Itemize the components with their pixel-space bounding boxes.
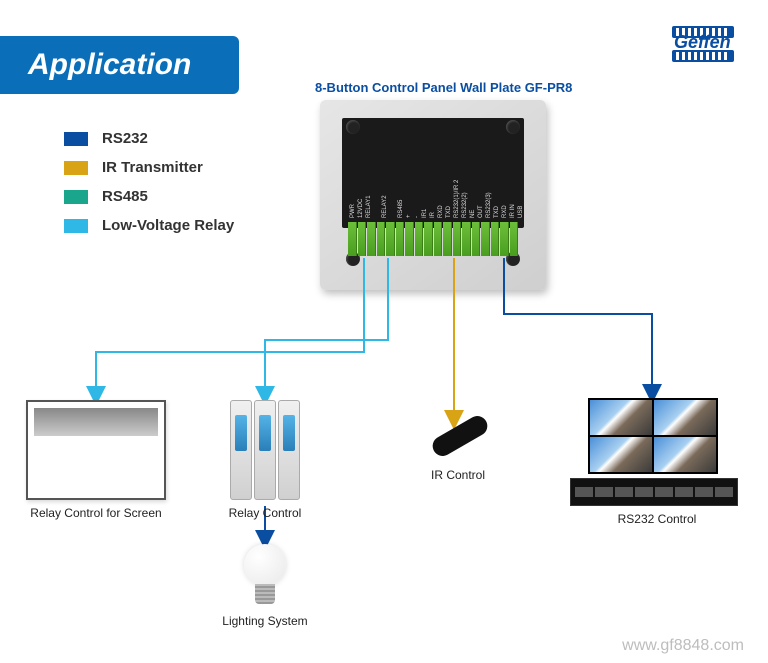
legend: RS232 IR Transmitter RS485 Low-Voltage R… <box>64 130 234 246</box>
circuit-breaker-icon <box>230 400 300 500</box>
header-title: Application <box>0 36 239 94</box>
product-title: 8-Button Control Panel Wall Plate GF-PR8 <box>315 80 572 95</box>
screw-icon <box>506 120 520 134</box>
brand-name: Geffen <box>674 32 731 52</box>
video-wall-icon <box>588 398 718 474</box>
rack-device-icon <box>570 478 738 506</box>
legend-label: IR Transmitter <box>102 159 203 176</box>
device-label: IR Control <box>408 468 508 482</box>
lightbulb-icon <box>244 544 286 608</box>
terminal-strip <box>348 222 518 256</box>
device-label: Relay Control for Screen <box>20 506 172 520</box>
legend-swatch <box>64 190 88 204</box>
legend-item: RS485 <box>64 188 234 205</box>
legend-swatch <box>64 161 88 175</box>
footer-url: www.gf8848.com <box>622 637 744 655</box>
projector-screen-icon <box>26 400 166 500</box>
legend-label: RS485 <box>102 188 148 205</box>
legend-swatch <box>64 219 88 233</box>
legend-item: Low-Voltage Relay <box>64 217 234 234</box>
legend-label: RS232 <box>102 130 148 147</box>
legend-swatch <box>64 132 88 146</box>
control-panel: PWR12VDCRELAY1 RELAY2 RS485+-IR1IRRXDTXD… <box>320 100 546 290</box>
legend-item: RS232 <box>64 130 234 147</box>
ir-remote-icon <box>429 412 491 459</box>
device-label: Relay Control <box>214 506 316 520</box>
brand-logo: Geffen <box>670 24 736 64</box>
legend-item: IR Transmitter <box>64 159 234 176</box>
screw-icon <box>346 120 360 134</box>
device-label: RS232 Control <box>602 512 712 526</box>
device-label: Lighting System <box>214 614 316 628</box>
legend-label: Low-Voltage Relay <box>102 217 234 234</box>
